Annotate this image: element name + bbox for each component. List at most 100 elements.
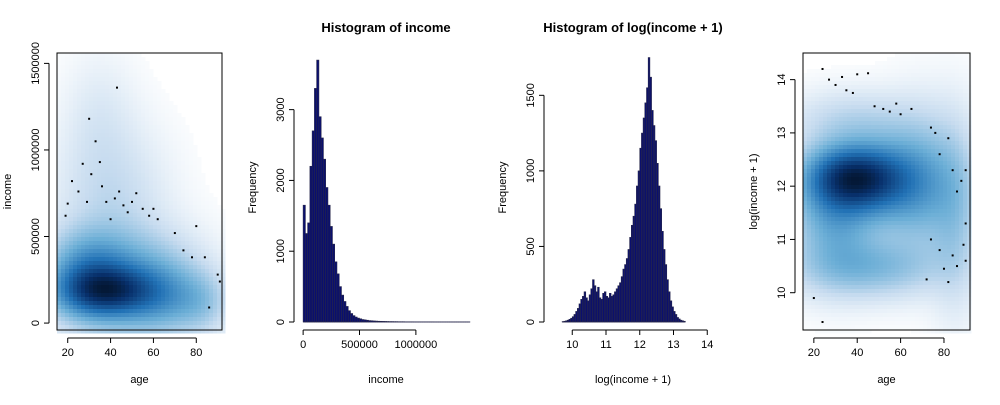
density-cell [81,249,86,254]
density-cell [927,273,932,278]
density-cell [891,57,896,62]
density-cell [827,265,832,270]
density-cell [827,109,832,114]
density-cell [871,85,876,90]
density-cell [855,149,860,154]
density-cell [125,253,130,258]
density-cell [133,157,138,162]
density-cell [125,265,130,270]
density-cell [851,273,856,278]
density-cell [181,237,186,242]
density-cell [97,233,102,238]
density-cell [133,321,138,326]
density-cell [835,313,840,318]
density-cell [807,129,812,134]
density-cell [919,297,924,302]
density-cell [823,69,828,74]
density-cell [201,297,206,302]
density-cell [205,309,210,314]
density-cell [859,153,864,158]
density-cell [927,77,932,82]
density-cell [899,53,904,58]
density-cell [61,53,66,58]
density-cell [803,169,808,174]
density-cell [73,221,78,226]
density-cell [803,313,808,318]
density-cell [875,201,880,206]
density-cell [863,225,868,230]
density-cell [803,141,808,146]
density-cell [161,253,166,258]
density-cell [855,177,860,182]
density-cell [879,69,884,74]
density-cell [141,285,146,290]
density-cell [911,197,916,202]
density-cell [875,105,880,110]
density-cell [197,217,202,222]
density-cell [927,285,932,290]
density-cell [125,145,130,150]
density-cell [109,209,114,214]
density-cell [61,77,66,82]
density-cell [915,97,920,102]
density-cell [77,85,82,90]
density-cell [863,133,868,138]
density-cell [803,93,808,98]
density-cell [65,61,70,66]
density-cell [165,325,170,330]
density-cell [133,237,138,242]
density-cell [871,145,876,150]
density-cell [831,101,836,106]
density-cell [185,313,190,318]
density-cell [847,141,852,146]
density-cell [847,177,852,182]
density-cell [811,185,816,190]
scatter-point [116,87,118,89]
density-cell [89,77,94,82]
density-cell [141,141,146,146]
density-cell [903,249,908,254]
density-cell [69,253,74,258]
density-cell [847,237,852,242]
density-cell [871,309,876,314]
density-cell [839,309,844,314]
density-cell [173,209,178,214]
density-cell [803,273,808,278]
density-cell [927,241,932,246]
density-cell [831,241,836,246]
density-cell [811,285,816,290]
density-cell [883,297,888,302]
density-cell [109,225,114,230]
density-cell [843,245,848,250]
density-cell [923,249,928,254]
density-cell [871,213,876,218]
density-cell [81,313,86,318]
density-cell [201,249,206,254]
density-cell [97,305,102,310]
density-cell [831,105,836,110]
density-cell [73,313,78,318]
density-cell [851,161,856,166]
density-cell [851,277,856,282]
density-cell [81,101,86,106]
density-cell [915,245,920,250]
density-cell [927,153,932,158]
density-cell [931,177,936,182]
density-cell [137,249,142,254]
density-cell [157,321,162,326]
density-cell [863,105,868,110]
density-cell [125,241,130,246]
density-cell [815,285,820,290]
density-cell [831,225,836,230]
density-cell [867,185,872,190]
density-cell [891,169,896,174]
density-cell [819,241,824,246]
density-cell [879,257,884,262]
density-cell [217,301,222,306]
density-cell [859,285,864,290]
density-cell [883,205,888,210]
density-cell [875,249,880,254]
density-cell [875,321,880,326]
density-cell [903,125,908,130]
